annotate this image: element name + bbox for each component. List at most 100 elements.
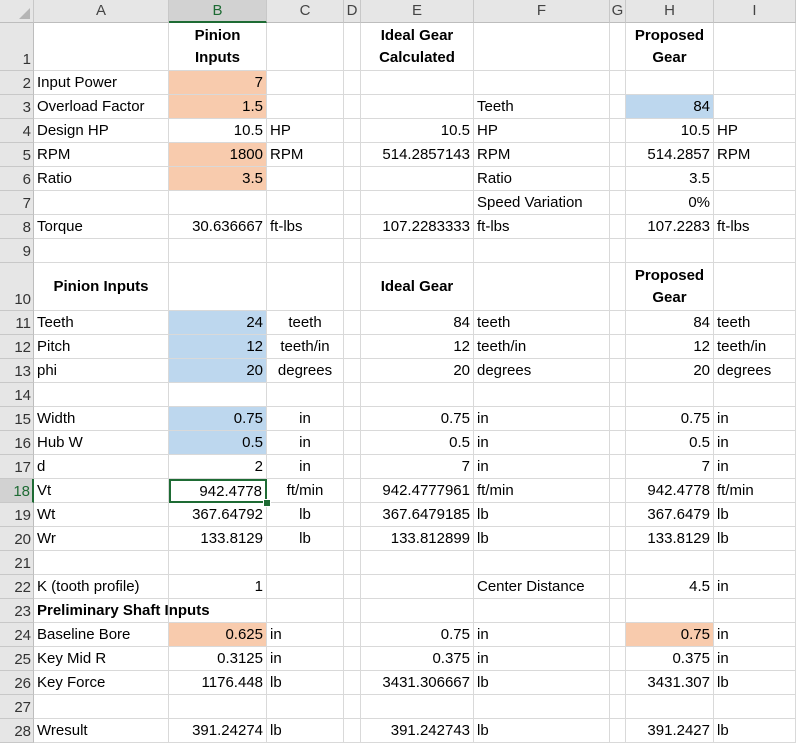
cell-h27[interactable] bbox=[626, 695, 714, 719]
row-header-17[interactable]: 17 bbox=[0, 455, 34, 479]
cell-e23[interactable] bbox=[361, 599, 474, 623]
fill-handle[interactable] bbox=[263, 499, 271, 507]
cell-h23[interactable] bbox=[626, 599, 714, 623]
cell-i23[interactable] bbox=[714, 599, 796, 623]
cell-d17[interactable] bbox=[344, 455, 361, 479]
cell-i3[interactable] bbox=[714, 95, 796, 119]
cell-d10[interactable] bbox=[344, 263, 361, 311]
cell-f25[interactable]: in bbox=[474, 647, 610, 671]
cell-g19[interactable] bbox=[610, 503, 626, 527]
cell-d22[interactable] bbox=[344, 575, 361, 599]
cell-g12[interactable] bbox=[610, 335, 626, 359]
cell-h6[interactable]: 3.5 bbox=[626, 167, 714, 191]
cell-f21[interactable] bbox=[474, 551, 610, 575]
cell-h9[interactable] bbox=[626, 239, 714, 263]
cell-i9[interactable] bbox=[714, 239, 796, 263]
cell-g15[interactable] bbox=[610, 407, 626, 431]
cell-h24[interactable]: 0.75 bbox=[626, 623, 714, 647]
cell-g1[interactable] bbox=[610, 23, 626, 71]
row-header-19[interactable]: 19 bbox=[0, 503, 34, 527]
cell-f22[interactable]: Center Distance bbox=[474, 575, 610, 599]
cell-e25[interactable]: 0.375 bbox=[361, 647, 474, 671]
cell-e15[interactable]: 0.75 bbox=[361, 407, 474, 431]
row-header-14[interactable]: 14 bbox=[0, 383, 34, 407]
cell-a11[interactable]: Teeth bbox=[34, 311, 169, 335]
cell-e1[interactable]: Ideal Gear Calculated bbox=[361, 23, 474, 71]
cell-g8[interactable] bbox=[610, 215, 626, 239]
column-header-i[interactable]: I bbox=[714, 0, 796, 23]
cell-b26[interactable]: 1176.448 bbox=[169, 671, 267, 695]
cell-e27[interactable] bbox=[361, 695, 474, 719]
cell-d2[interactable] bbox=[344, 71, 361, 95]
cell-f12[interactable]: teeth/in bbox=[474, 335, 610, 359]
cell-e20[interactable]: 133.812899 bbox=[361, 527, 474, 551]
cell-g16[interactable] bbox=[610, 431, 626, 455]
cell-a24[interactable]: Baseline Bore bbox=[34, 623, 169, 647]
cell-a16[interactable]: Hub W bbox=[34, 431, 169, 455]
cell-g26[interactable] bbox=[610, 671, 626, 695]
cell-i24[interactable]: in bbox=[714, 623, 796, 647]
cell-d4[interactable] bbox=[344, 119, 361, 143]
cell-g13[interactable] bbox=[610, 359, 626, 383]
cell-e8[interactable]: 107.2283333 bbox=[361, 215, 474, 239]
cell-h15[interactable]: 0.75 bbox=[626, 407, 714, 431]
cell-h26[interactable]: 3431.307 bbox=[626, 671, 714, 695]
cell-b4[interactable]: 10.5 bbox=[169, 119, 267, 143]
cell-e19[interactable]: 367.6479185 bbox=[361, 503, 474, 527]
cell-e16[interactable]: 0.5 bbox=[361, 431, 474, 455]
cell-i27[interactable] bbox=[714, 695, 796, 719]
cell-d20[interactable] bbox=[344, 527, 361, 551]
cell-d16[interactable] bbox=[344, 431, 361, 455]
cell-b5[interactable]: 1800 bbox=[169, 143, 267, 167]
cell-c15[interactable]: in bbox=[267, 407, 344, 431]
row-header-24[interactable]: 24 bbox=[0, 623, 34, 647]
cell-a19[interactable]: Wt bbox=[34, 503, 169, 527]
cell-d9[interactable] bbox=[344, 239, 361, 263]
cell-i25[interactable]: in bbox=[714, 647, 796, 671]
cell-g2[interactable] bbox=[610, 71, 626, 95]
cell-f23[interactable] bbox=[474, 599, 610, 623]
cell-e7[interactable] bbox=[361, 191, 474, 215]
cell-a1[interactable] bbox=[34, 23, 169, 71]
cell-e28[interactable]: 391.242743 bbox=[361, 719, 474, 743]
cell-g5[interactable] bbox=[610, 143, 626, 167]
cell-e9[interactable] bbox=[361, 239, 474, 263]
cell-b19[interactable]: 367.64792 bbox=[169, 503, 267, 527]
cell-f27[interactable] bbox=[474, 695, 610, 719]
cell-h20[interactable]: 133.8129 bbox=[626, 527, 714, 551]
cell-b8[interactable]: 30.636667 bbox=[169, 215, 267, 239]
cell-i26[interactable]: lb bbox=[714, 671, 796, 695]
cell-c16[interactable]: in bbox=[267, 431, 344, 455]
row-header-18[interactable]: 18 bbox=[0, 479, 34, 503]
cell-f24[interactable]: in bbox=[474, 623, 610, 647]
cell-e6[interactable] bbox=[361, 167, 474, 191]
cell-a4[interactable]: Design HP bbox=[34, 119, 169, 143]
row-header-8[interactable]: 8 bbox=[0, 215, 34, 239]
cell-a5[interactable]: RPM bbox=[34, 143, 169, 167]
cell-b24[interactable]: 0.625 bbox=[169, 623, 267, 647]
cell-g21[interactable] bbox=[610, 551, 626, 575]
row-header-5[interactable]: 5 bbox=[0, 143, 34, 167]
cell-d23[interactable] bbox=[344, 599, 361, 623]
cell-a7[interactable] bbox=[34, 191, 169, 215]
row-header-12[interactable]: 12 bbox=[0, 335, 34, 359]
cell-d24[interactable] bbox=[344, 623, 361, 647]
cell-b11[interactable]: 24 bbox=[169, 311, 267, 335]
select-all-corner[interactable] bbox=[0, 0, 34, 23]
row-header-1[interactable]: 1 bbox=[0, 23, 34, 71]
cell-h1[interactable]: Proposed Gear bbox=[626, 23, 714, 71]
cell-a23[interactable]: Preliminary Shaft Inputs bbox=[34, 599, 210, 623]
cell-b22[interactable]: 1 bbox=[169, 575, 267, 599]
cell-f6[interactable]: Ratio bbox=[474, 167, 610, 191]
cell-f10[interactable] bbox=[474, 263, 610, 311]
cell-f20[interactable]: lb bbox=[474, 527, 610, 551]
cell-a26[interactable]: Key Force bbox=[34, 671, 169, 695]
cell-h7[interactable]: 0% bbox=[626, 191, 714, 215]
cell-g7[interactable] bbox=[610, 191, 626, 215]
cell-d5[interactable] bbox=[344, 143, 361, 167]
cell-b16[interactable]: 0.5 bbox=[169, 431, 267, 455]
cell-i13[interactable]: degrees bbox=[714, 359, 796, 383]
cell-g6[interactable] bbox=[610, 167, 626, 191]
cell-a2[interactable]: Input Power bbox=[34, 71, 169, 95]
column-header-b[interactable]: B bbox=[169, 0, 267, 23]
